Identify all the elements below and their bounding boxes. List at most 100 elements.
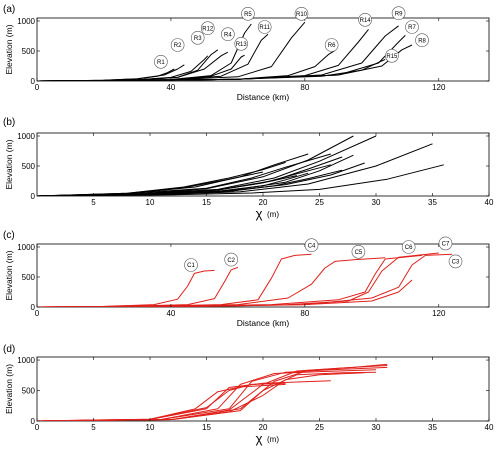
- annotation-label: R6: [328, 43, 336, 49]
- annotation-r1: R1: [154, 54, 168, 69]
- x-tick-label: 25: [315, 423, 324, 432]
- series-line-11: [37, 143, 433, 196]
- y-tick-label: 500: [22, 162, 36, 171]
- annotation-circle: [391, 6, 406, 20]
- series-group: [37, 135, 444, 196]
- annotation-circle: [234, 36, 249, 51]
- x-tick-label: 0: [35, 83, 40, 92]
- y-tick-label: 1000: [17, 356, 35, 365]
- annotation-c7: C7: [438, 236, 453, 251]
- annotation-label: C4: [308, 243, 316, 249]
- x-tick-label: 15: [202, 198, 211, 207]
- y-tick-label: 1000: [17, 132, 35, 141]
- annotation-circle: [190, 30, 205, 45]
- annotation-r15: R15: [385, 48, 399, 63]
- series-line-c1: [37, 269, 215, 307]
- annotation-r3: R3: [190, 30, 205, 45]
- plot-frame: [36, 132, 490, 197]
- annotation-circle: [448, 254, 463, 269]
- annotation-label: R14: [360, 18, 372, 24]
- annotation-circle: [200, 21, 215, 36]
- annotation-c4: C4: [304, 238, 319, 252]
- annotation-label: C5: [355, 250, 363, 256]
- annotation-circle: [170, 38, 185, 52]
- series-line-r3: [37, 55, 209, 81]
- annotation-label: R15: [386, 54, 398, 60]
- y-tick-label: 1000: [17, 17, 35, 26]
- annotation-circle: [257, 20, 272, 34]
- x-axis-title: Distance (km): [237, 318, 290, 328]
- x-tick-label: 80: [300, 309, 309, 318]
- series-group: [37, 363, 388, 421]
- panel-label: (a): [3, 4, 15, 15]
- series-group: [37, 21, 413, 81]
- annotation-circle: [224, 252, 238, 267]
- annotation-circle: [241, 7, 255, 21]
- series-line-r7: [37, 35, 406, 81]
- annotation-circle: [385, 48, 399, 63]
- annotation-circle: [294, 7, 309, 21]
- annotation-r7: R7: [405, 20, 419, 34]
- annotation-c2: C2: [224, 252, 238, 267]
- x-tick-label: 10: [146, 198, 155, 207]
- y-axis-title: Elevation (m): [4, 24, 14, 74]
- panel-label: (d): [3, 344, 15, 355]
- x-tick-label: 40: [166, 309, 175, 318]
- annotation-circle: [351, 245, 366, 259]
- annotation-label: R1: [157, 60, 165, 66]
- annotation-r4: R4: [221, 27, 235, 42]
- plot-frame: [36, 17, 490, 82]
- series-line-9: [37, 372, 365, 421]
- x-tick-label: 25: [315, 198, 324, 207]
- annotation-label: C6: [405, 245, 413, 251]
- series-line-c2: [37, 266, 239, 307]
- x-tick-label: 30: [372, 423, 381, 432]
- panel-label: (c): [3, 230, 15, 241]
- series-line-c3: [37, 253, 453, 307]
- annotation-circle: [184, 258, 198, 272]
- annotation-label: R3: [194, 36, 202, 42]
- annotation-label: R10: [296, 12, 308, 18]
- y-tick-label: 0: [31, 192, 36, 201]
- y-tick-label: 500: [22, 387, 36, 396]
- annotation-label: R9: [395, 11, 403, 17]
- annotation-circle: [358, 12, 372, 27]
- x-tick-label: 120: [432, 309, 446, 318]
- annotation-c1: C1: [184, 258, 198, 272]
- series-line-r12: [37, 49, 219, 81]
- annotation-r14: R14: [358, 12, 372, 27]
- series-line-15: [37, 175, 298, 196]
- x-axis-title: χ: [256, 431, 263, 446]
- x-tick-label: 15: [202, 423, 211, 432]
- panel-label: (b): [3, 117, 15, 128]
- annotation-label: C3: [452, 260, 460, 266]
- x-tick-label: 5: [91, 423, 96, 432]
- annotation-r2: R2: [170, 38, 185, 52]
- plot-frame: [36, 243, 490, 308]
- y-tick-label: 0: [31, 77, 36, 86]
- x-tick-label: 10: [146, 423, 155, 432]
- annotation-circle: [401, 240, 416, 254]
- annotation-circle: [304, 238, 319, 252]
- plot-frame: [36, 356, 490, 422]
- x-tick-label: 30: [372, 198, 381, 207]
- annotation-r8: R8: [415, 33, 429, 48]
- x-tick-label: 0: [35, 309, 40, 318]
- annotation-c6: C6: [401, 240, 416, 254]
- y-tick-label: 1000: [17, 243, 35, 252]
- x-tick-label: 120: [432, 83, 446, 92]
- x-axis-title: χ: [256, 206, 263, 221]
- annotation-r10: R10: [294, 7, 309, 21]
- annotation-r5: R5: [241, 7, 255, 21]
- x-axis-unit: (m): [267, 210, 279, 219]
- annotation-label: R8: [418, 38, 426, 44]
- annotation-label: C1: [187, 263, 195, 269]
- annotation-circle: [324, 38, 339, 52]
- x-tick-label: 80: [300, 83, 309, 92]
- annotation-r13: R13: [234, 36, 249, 51]
- annotation-circle: [438, 236, 453, 251]
- annotation-label: R11: [259, 25, 270, 31]
